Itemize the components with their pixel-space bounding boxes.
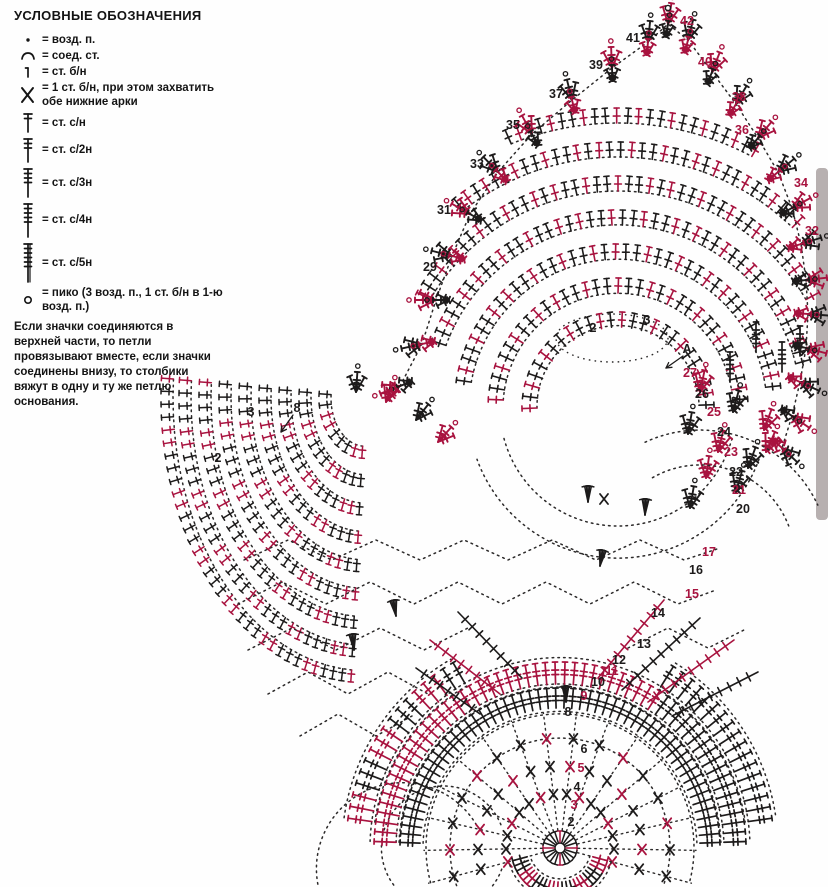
- single-crochet-icon: [14, 65, 42, 79]
- legend-item: = ст. с/н: [14, 111, 236, 134]
- legend-item: = соед. ст.: [14, 49, 236, 63]
- row-number-label: 3: [248, 405, 255, 419]
- row-number-label: 21: [732, 483, 746, 497]
- legend-item-label: = 1 ст. б/н, при этом захватить обе нижн…: [42, 82, 215, 109]
- treble-2-icon: [14, 136, 42, 164]
- row-number-label: 5: [578, 761, 585, 775]
- legend-item: = возд. п.: [14, 33, 236, 47]
- row-number-label: 22: [729, 465, 743, 479]
- picot-icon: [14, 294, 42, 306]
- row-number-label: 14: [651, 606, 665, 620]
- row-number-label: 25: [707, 405, 721, 419]
- slip-stitch-icon: [14, 51, 42, 61]
- row-number-label: 40: [698, 55, 712, 69]
- legend-item: = ст. с/3н: [14, 166, 236, 199]
- row-number-label: 35: [506, 118, 520, 132]
- lower-round-motif: [315, 656, 777, 887]
- legend-item: = пико (3 возд. п., 1 ст. б/н в 1-ю возд…: [14, 286, 236, 314]
- row-number-label: 4: [574, 780, 581, 794]
- treble-3-icon: [14, 166, 42, 199]
- row-number-label: 29: [423, 260, 437, 274]
- legend-item: = ст. с/2н: [14, 136, 236, 164]
- row-number-label: 16: [689, 563, 703, 577]
- border-scallops: [371, 0, 828, 470]
- row-number-label: 27: [683, 366, 697, 380]
- legend-item: = ст. с/5н: [14, 241, 236, 284]
- row-number-label: A: [682, 342, 691, 356]
- row-number-label: 24: [717, 425, 731, 439]
- legend-item-label: = соед. ст.: [42, 50, 100, 63]
- row-number-label: 17: [702, 545, 716, 559]
- row-number-label: 6: [581, 742, 588, 756]
- legend-item: = ст. б/н: [14, 65, 236, 79]
- right-cluster-zone: [644, 321, 819, 529]
- chain-mesh: [237, 539, 745, 737]
- joined-single-crochet-icon: [14, 85, 42, 105]
- row-number-label: 39: [589, 58, 603, 72]
- double-crochet-icon: [14, 111, 42, 134]
- row-number-label: 37: [549, 87, 563, 101]
- row-number-label: 38: [732, 90, 746, 104]
- legend-item-label: = ст. с/2н: [42, 144, 93, 157]
- row-number-label: 9: [581, 689, 588, 703]
- row-number-label: 12: [612, 653, 626, 667]
- row-number-label: 10: [591, 675, 605, 689]
- row-number-label: 8: [565, 705, 572, 719]
- legend-title: УСЛОВНЫЕ ОБОЗНАЧЕНИЯ: [14, 8, 202, 23]
- legend-item-label: = ст. с/4н: [42, 214, 93, 227]
- legend-item-label: = ст. с/н: [42, 116, 86, 129]
- row-number-label: 20: [736, 502, 750, 516]
- row-number-label: 41: [626, 31, 640, 45]
- row-number-label: 3: [571, 798, 578, 812]
- row-number-label: 36: [735, 123, 749, 137]
- note-text: Если значки соединяются в верхней части,…: [14, 321, 211, 408]
- row-number-label: 11: [605, 664, 618, 678]
- apex-picot: [664, 4, 672, 12]
- row-number-label: 2: [215, 451, 222, 465]
- legend-item: = 1 ст. б/н, при этом захватить обе нижн…: [14, 81, 236, 109]
- row-number-label: 2: [590, 321, 597, 335]
- legend-panel: УСЛОВНЫЕ ОБОЗНАЧЕНИЯ = возд. п. = соед. с…: [14, 8, 236, 316]
- legend-item: = ст. с/4н: [14, 201, 236, 239]
- row-number-label: 42: [680, 14, 694, 28]
- row-number-label: 23: [724, 445, 738, 459]
- legend-item-label: = пико (3 возд. п., 1 ст. б/н в 1-ю возд…: [42, 287, 223, 314]
- legend-item-label: = ст. с/3н: [42, 176, 93, 189]
- row-number-label: 15: [685, 587, 699, 601]
- treble-5-icon: [14, 241, 42, 284]
- row-number-label: 26: [695, 387, 709, 401]
- row-number-label: 34: [794, 176, 808, 190]
- legend-list: = возд. п. = соед. ст. = ст. б/н = 1 ст. б/…: [14, 33, 236, 314]
- row-number-label: 2: [568, 815, 575, 829]
- legend-item-label: = ст. с/5н: [42, 256, 93, 269]
- row-number-label: 13: [637, 637, 651, 651]
- chain-stitch-icon: [14, 36, 42, 44]
- row-number-label: 32: [805, 224, 819, 238]
- legend-item-label: = ст. б/н: [42, 66, 87, 79]
- row-number-label: 8: [294, 401, 301, 415]
- row-number-labels: 42414039383736353433323129A2726252423222…: [215, 14, 819, 829]
- row-number-label: 31: [437, 203, 451, 217]
- treble-4-icon: [14, 201, 42, 239]
- radiating-ladders: [345, 485, 759, 717]
- upper-fan-motif: [414, 107, 822, 559]
- row-number-label: 3: [644, 313, 651, 327]
- row-number-label: 33: [470, 157, 484, 171]
- legend-item-label: = возд. п.: [42, 34, 96, 46]
- left-fan-motif: [160, 363, 459, 683]
